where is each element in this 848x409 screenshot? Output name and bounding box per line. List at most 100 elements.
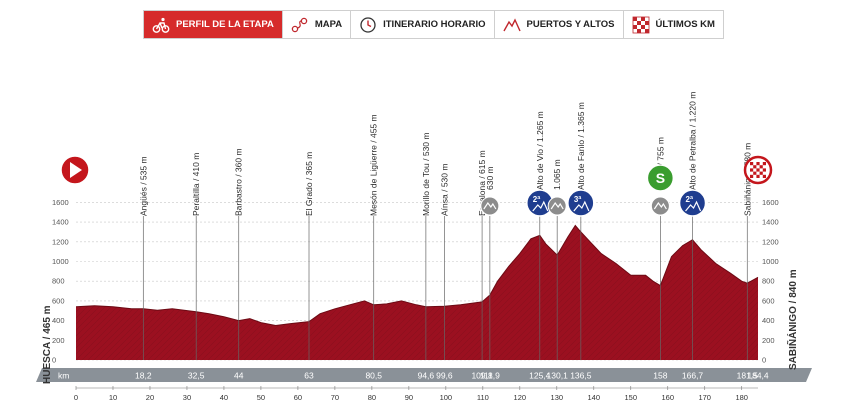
km-axis-label: 120: [514, 393, 527, 402]
waypoint-label: Alto de Petralba / 1.220 m: [688, 92, 698, 190]
finish-label: SABIÑÁNIGO / 840 m: [786, 269, 799, 370]
waypoint-label: Fiscal / 755 m: [655, 137, 665, 190]
waypoint-km: 63: [304, 371, 314, 381]
km-axis-label: 50: [257, 393, 265, 402]
elevation-tick-label: 0: [762, 356, 766, 365]
waypoint-label: El Grado / 365 m: [304, 152, 314, 216]
km-band-bg: [36, 368, 812, 382]
km-axis-label: 180: [735, 393, 748, 402]
cyclist-icon: [152, 16, 170, 34]
elevation-tick-label: 1400: [52, 218, 69, 227]
elevation-tick-label: 200: [762, 336, 775, 345]
stage-profile: 0 0 200 200 400 400 600 600 800 800 1000 1000 1200 12…: [0, 40, 848, 409]
climb-category-text: 2ª: [686, 195, 693, 204]
waypoint-km: 99,6: [436, 371, 453, 381]
waypoint-label: Alto de Fanlo / 1.365 m: [576, 102, 586, 190]
mountain-icon: [502, 16, 521, 34]
clock-icon: [359, 16, 377, 34]
elevation-tick-label: 1600: [52, 198, 69, 207]
waypoint-km: 32,5: [188, 371, 205, 381]
waypoint-label: Peraltilla / 410 m: [191, 153, 201, 216]
waypoint-km: 166,7: [682, 371, 704, 381]
tab-mapa[interactable]: MAPA: [281, 11, 351, 38]
km-axis-label: 30: [183, 393, 191, 402]
waypoint-km: 158: [653, 371, 667, 381]
waypoint-km: 80,5: [365, 371, 382, 381]
finish-badge[interactable]: [743, 155, 773, 185]
tab-label: ÚLTIMOS KM: [655, 19, 715, 30]
waypoint-km: 111,9: [480, 371, 500, 381]
start-badge[interactable]: [60, 155, 90, 185]
sprint-text: S: [656, 170, 665, 186]
waypoint-label: Escalona / 615 m: [477, 150, 487, 216]
waypoint-km: 181,5: [737, 371, 759, 381]
km-axis-label: 20: [146, 393, 154, 402]
elevation-tick-label: 1000: [762, 257, 779, 266]
waypoint-km: 125,4: [529, 371, 551, 381]
km-axis-label: 130: [551, 393, 564, 402]
tab-ultimos-km[interactable]: ÚLTIMOS KM: [622, 11, 723, 38]
elevation-texture: [76, 225, 758, 360]
mountain-icon: [685, 200, 702, 212]
waypoint-km: 109,8: [471, 371, 493, 381]
elevation-tick-label: 0: [52, 356, 56, 365]
mountain-icon: [532, 200, 549, 212]
mountain-icon: [483, 201, 497, 210]
km-axis-label: 70: [331, 393, 339, 402]
tab-label: PUERTOS Y ALTOS: [526, 19, 615, 30]
waypoint-label: 630 m: [485, 166, 495, 190]
mountain-icon: [550, 201, 564, 210]
waypoint-label: 1.065 m: [552, 159, 562, 190]
route-map-icon: [291, 16, 309, 34]
elevation-tick-label: 1200: [762, 237, 779, 246]
km-axis-label: 160: [661, 393, 674, 402]
waypoint-label: Mesón de Ligüerre / 455 m: [369, 114, 379, 216]
waypoint-label: Morillo de Tou / 530 m: [421, 133, 431, 216]
tab-itinerario-horario[interactable]: ITINERARIO HORARIO: [350, 11, 494, 38]
km-axis-label: 60: [294, 393, 302, 402]
km-band-label: km: [58, 371, 69, 381]
climb-category-text: 2ª: [533, 195, 540, 204]
tab-label: ITINERARIO HORARIO: [383, 19, 486, 30]
km-axis-label: 0: [74, 393, 78, 402]
waypoint-km: 136,5: [570, 371, 592, 381]
km-axis-label: 100: [440, 393, 453, 402]
waypoint-km: 184,4: [747, 371, 769, 381]
elevation-area: [75, 224, 759, 360]
elevation-tick-label: 600: [52, 296, 65, 305]
stage-tabs: PERFIL DE LA ETAPA MAPA ITINERARIO HORAR…: [143, 10, 724, 39]
mountain-icon: [653, 201, 667, 210]
tab-label: MAPA: [314, 19, 343, 30]
tab-perfil-etapa[interactable]: PERFIL DE LA ETAPA: [144, 11, 282, 38]
waypoint-km: 18,2: [135, 371, 152, 381]
climb-category-text: 3ª: [574, 195, 581, 204]
start-label: HUESCA / 465 m: [42, 305, 53, 384]
km-axis-label: 140: [588, 393, 601, 402]
waypoint-badges: 2ª 3ª S 2ª: [60, 155, 773, 217]
km-axis-label: 90: [405, 393, 413, 402]
elevation-tick-label: 800: [762, 277, 775, 286]
elevation-tick-label: 200: [52, 336, 65, 345]
waypoint-label: Alto de Vio / 1.265 m: [535, 111, 545, 190]
km-axis: 0 10 20 30 40 50 60 70 80 90 100 110 120 130 140 150 160…: [74, 386, 758, 402]
waypoint-km: 94,6: [418, 371, 435, 381]
tab-label: PERFIL DE LA ETAPA: [176, 19, 274, 30]
waypoint-km: 130,1: [547, 371, 569, 381]
sprint-badge[interactable]: [646, 164, 675, 192]
elevation-tick-label: 400: [762, 316, 775, 325]
waypoint-km: 44: [234, 371, 244, 381]
play-icon: [70, 162, 82, 178]
tab-puertos-altos[interactable]: PUERTOS Y ALTOS: [493, 11, 623, 38]
elevation-tick-label: 1200: [52, 237, 69, 246]
km-axis-label: 80: [368, 393, 376, 402]
km-axis-label: 110: [477, 393, 489, 402]
checkered-flag-icon: [632, 16, 650, 34]
waypoint-label: Angüés / 535 m: [138, 156, 148, 216]
elevation-tick-label: 400: [52, 316, 65, 325]
mountain-icon: [573, 200, 590, 212]
elevation-tick-label: 1000: [52, 257, 69, 266]
km-axis-label: 40: [220, 393, 228, 402]
km-axis-label: 150: [625, 393, 638, 402]
km-axis-label: 170: [698, 393, 711, 402]
